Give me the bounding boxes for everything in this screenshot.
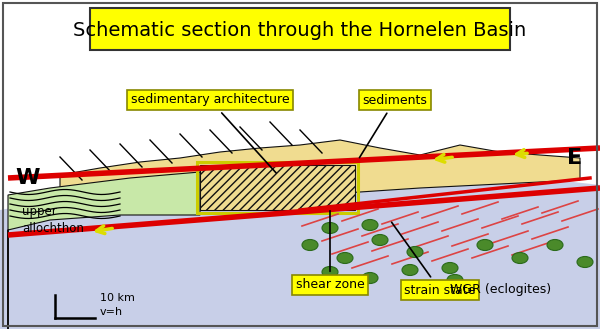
Bar: [200, 165, 355, 210]
Text: WGR (eclogites): WGR (eclogites): [450, 284, 551, 296]
Text: sediments: sediments: [359, 93, 427, 158]
Ellipse shape: [512, 252, 528, 264]
Ellipse shape: [362, 272, 378, 284]
Ellipse shape: [442, 263, 458, 273]
Text: 10 km
v=h: 10 km v=h: [100, 293, 135, 316]
Ellipse shape: [577, 257, 593, 267]
Text: Schematic section through the Hornelen Basin: Schematic section through the Hornelen B…: [73, 20, 527, 39]
Ellipse shape: [547, 240, 563, 250]
Text: shear zone: shear zone: [296, 211, 364, 291]
Ellipse shape: [407, 246, 423, 258]
Text: W: W: [15, 168, 40, 188]
Text: strain state: strain state: [392, 222, 476, 296]
Ellipse shape: [337, 252, 353, 264]
Ellipse shape: [302, 240, 318, 250]
FancyBboxPatch shape: [90, 8, 510, 50]
Polygon shape: [60, 140, 580, 215]
Bar: [197, 162, 358, 213]
Ellipse shape: [477, 240, 493, 250]
Text: sedimentary architecture: sedimentary architecture: [131, 93, 289, 173]
Ellipse shape: [402, 265, 418, 275]
Polygon shape: [0, 160, 600, 329]
Ellipse shape: [447, 274, 463, 286]
Ellipse shape: [322, 222, 338, 234]
Polygon shape: [8, 172, 200, 329]
Text: upper
allochthon: upper allochthon: [22, 205, 84, 235]
Ellipse shape: [372, 235, 388, 245]
Text: E: E: [567, 148, 582, 168]
Ellipse shape: [362, 219, 378, 231]
Ellipse shape: [322, 266, 338, 277]
